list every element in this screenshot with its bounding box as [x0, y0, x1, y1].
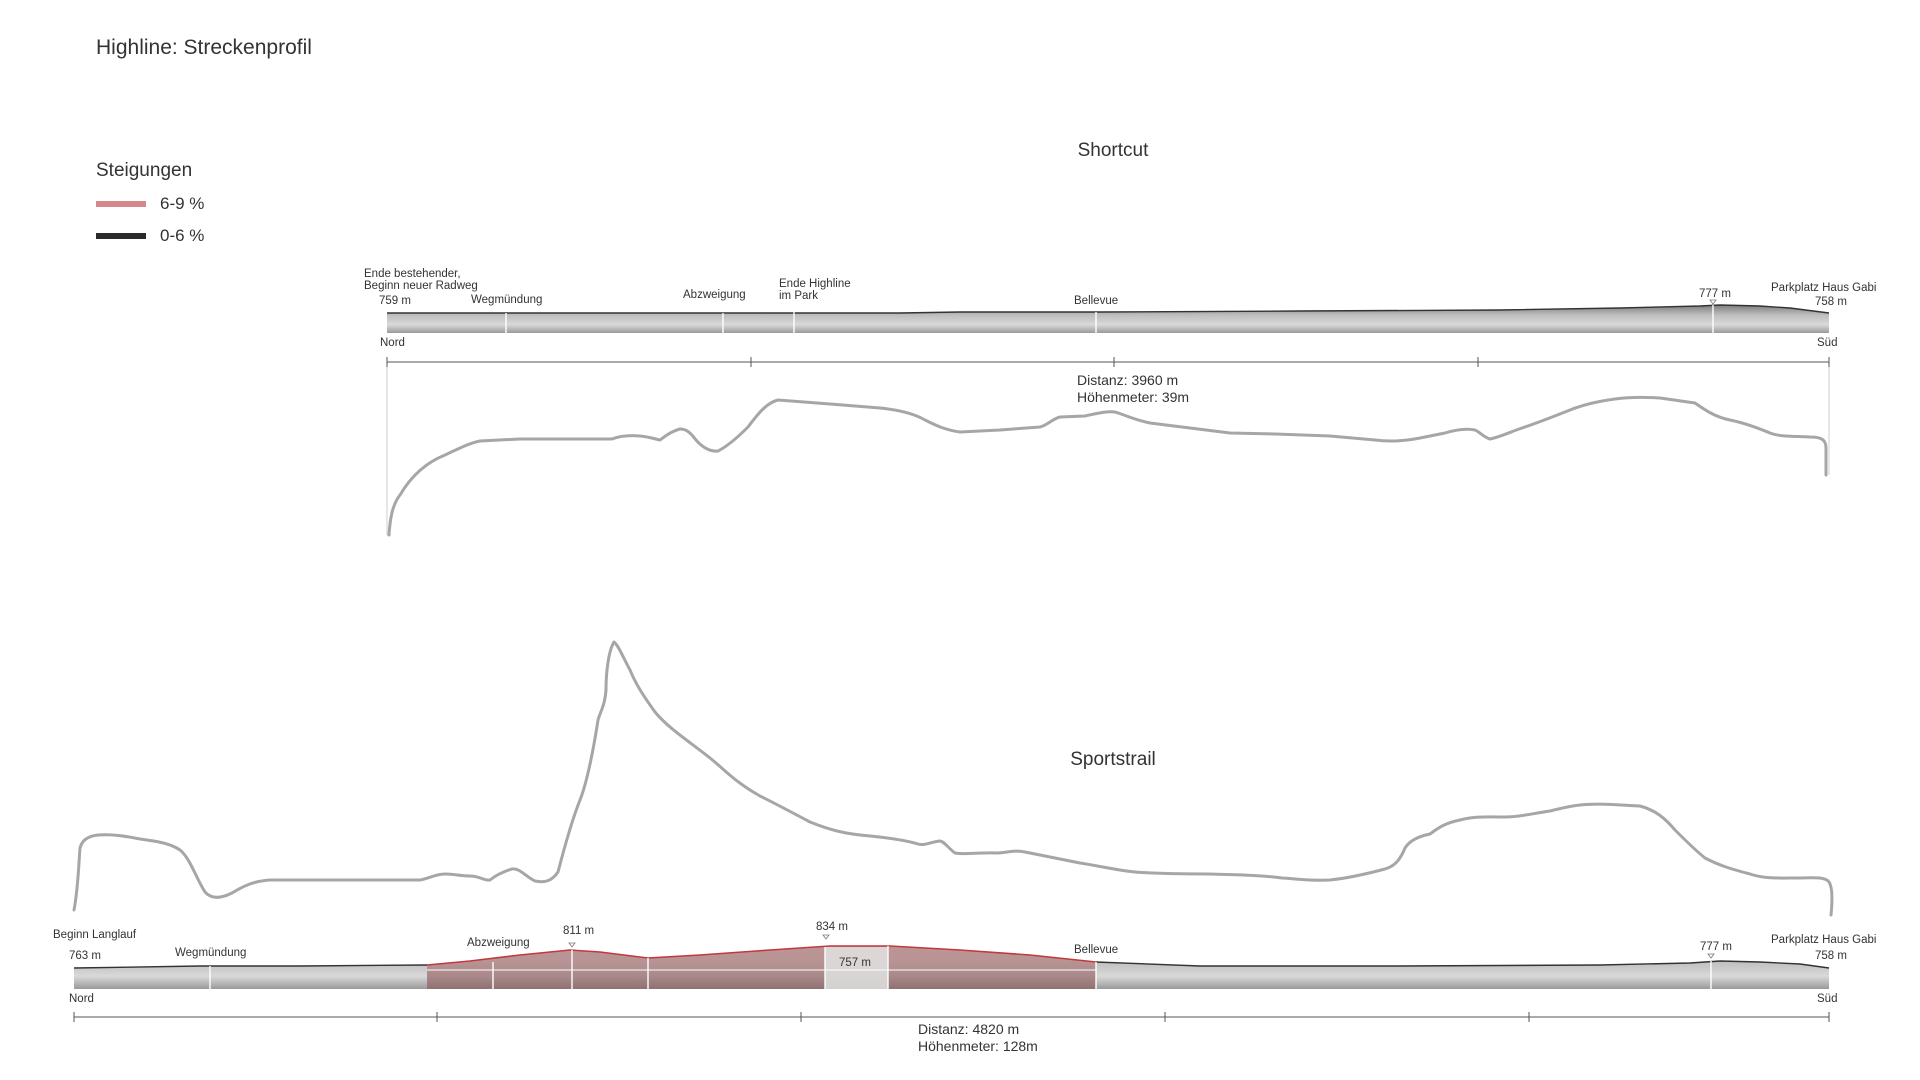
sportstrail-elevation-curve: [72, 640, 1834, 917]
sportstrail-surface-line-flat-2: [1095, 960, 1830, 969]
shortcut-terrain: [387, 305, 1829, 333]
sportstrail-hoehenmeter: Höhenmeter: 128m: [918, 1038, 1038, 1054]
shortcut-peak-label: 777 m: [1699, 288, 1731, 300]
shortcut-ende-highline-label-2: im Park: [779, 290, 818, 302]
shortcut-title: Shortcut: [1077, 140, 1149, 161]
sportstrail-abzweigung-label: Abzweigung: [467, 937, 530, 949]
sportstrail-surface-line-flat-1: [73, 964, 428, 969]
sportstrail-sued-label: Süd: [1817, 993, 1837, 1005]
sportstrail-start-name: Beginn Langlauf: [53, 929, 137, 941]
shortcut-bellevue-label: Bellevue: [1074, 295, 1118, 307]
sportstrail-distance: Distanz: 4820 m: [918, 1021, 1019, 1037]
sportstrail-nord-label: Nord: [69, 993, 94, 1005]
legend-swatch-flat: [96, 233, 146, 239]
sportstrail-peak2-label: 834 m: [816, 921, 848, 933]
sportstrail-steep-section: [427, 946, 1096, 989]
sportstrail-start-elevation: 763 m: [69, 950, 101, 962]
legend: Steigungen 6-9 % 0-6 %: [96, 160, 204, 252]
shortcut-ende-highline-label-1: Ende Highline: [779, 278, 851, 290]
legend-item-steep: 6-9 %: [96, 188, 204, 220]
shortcut-end-name: Parkplatz Haus Gabi: [1771, 282, 1876, 294]
shortcut-hoehenmeter: Höhenmeter: 39m: [1077, 389, 1189, 405]
shortcut-elevation-curve: [387, 395, 1828, 537]
shortcut-start-elevation: 759 m: [379, 295, 411, 307]
sportstrail-peak3-triangle: [1707, 953, 1715, 959]
legend-label-flat: 0-6 %: [160, 226, 205, 245]
sportstrail-bellevue-label: Bellevue: [1074, 944, 1118, 956]
shortcut-start-label-1: Ende bestehender,: [364, 268, 461, 280]
shortcut-abzweigung-label: Abzweigung: [683, 289, 746, 301]
shortcut-distance-scale: [386, 357, 1830, 367]
page-title: Highline: Streckenprofil: [96, 36, 312, 59]
sportstrail-wegmuendung-label: Wegmündung: [175, 947, 246, 959]
sportstrail-peak3-label: 777 m: [1700, 941, 1732, 953]
sportstrail-profile: Beginn Langlauf 763 m Wegmündung Abzweig…: [53, 640, 1876, 1054]
sportstrail-surface-line-steep: [426, 945, 1097, 966]
sportstrail-peak2-triangle: [822, 934, 830, 940]
legend-item-flat: 0-6 %: [96, 220, 204, 252]
sportstrail-distance-scale: [73, 1012, 1830, 1022]
shortcut-end-elevation: 758 m: [1815, 296, 1847, 308]
legend-swatch-steep: [96, 201, 146, 207]
sportstrail-low-highlight: [825, 947, 888, 989]
sportstrail-end-elevation: 758 m: [1815, 950, 1847, 962]
shortcut-wegmuendung-label: Wegmündung: [471, 294, 542, 306]
sportstrail-low-label: 757 m: [839, 957, 871, 969]
shortcut-start-label-2: Beginn neuer Radweg: [364, 280, 478, 292]
sportstrail-peak1-label: 811 m: [563, 925, 594, 937]
legend-title: Steigungen: [96, 160, 193, 181]
shortcut-distance: Distanz: 3960 m: [1077, 372, 1178, 388]
shortcut-profile: Ende bestehender, Beginn neuer Radweg 75…: [364, 268, 1876, 537]
sportstrail-end-name: Parkplatz Haus Gabi: [1771, 934, 1876, 946]
sportstrail-peak1-triangle: [568, 942, 576, 948]
shortcut-nord-label: Nord: [380, 337, 405, 349]
shortcut-sued-label: Süd: [1817, 337, 1837, 349]
shortcut-peak-triangle: [1709, 299, 1717, 305]
shortcut-surface-line: [387, 304, 1830, 314]
sportstrail-title: Sportstrail: [1070, 749, 1156, 770]
legend-label-steep: 6-9 %: [160, 194, 205, 213]
